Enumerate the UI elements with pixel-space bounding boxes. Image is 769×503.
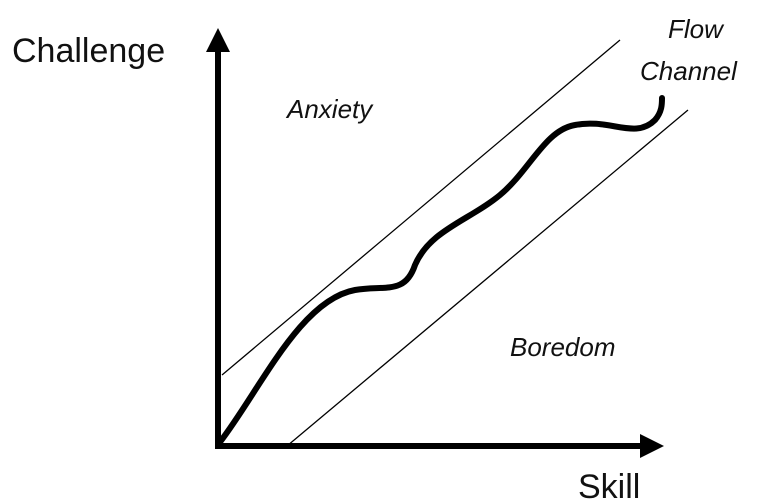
channel-label: Channel (640, 56, 738, 86)
flow-label: Flow (668, 14, 725, 44)
y-axis-label: Challenge (12, 32, 165, 70)
anxiety-label: Anxiety (285, 94, 374, 124)
flow-path (217, 95, 665, 445)
boredom-label: Boredom (510, 332, 616, 362)
x-axis-label: Skill (578, 468, 640, 503)
channel-upper (221, 39, 621, 376)
channel-lower (286, 109, 689, 447)
